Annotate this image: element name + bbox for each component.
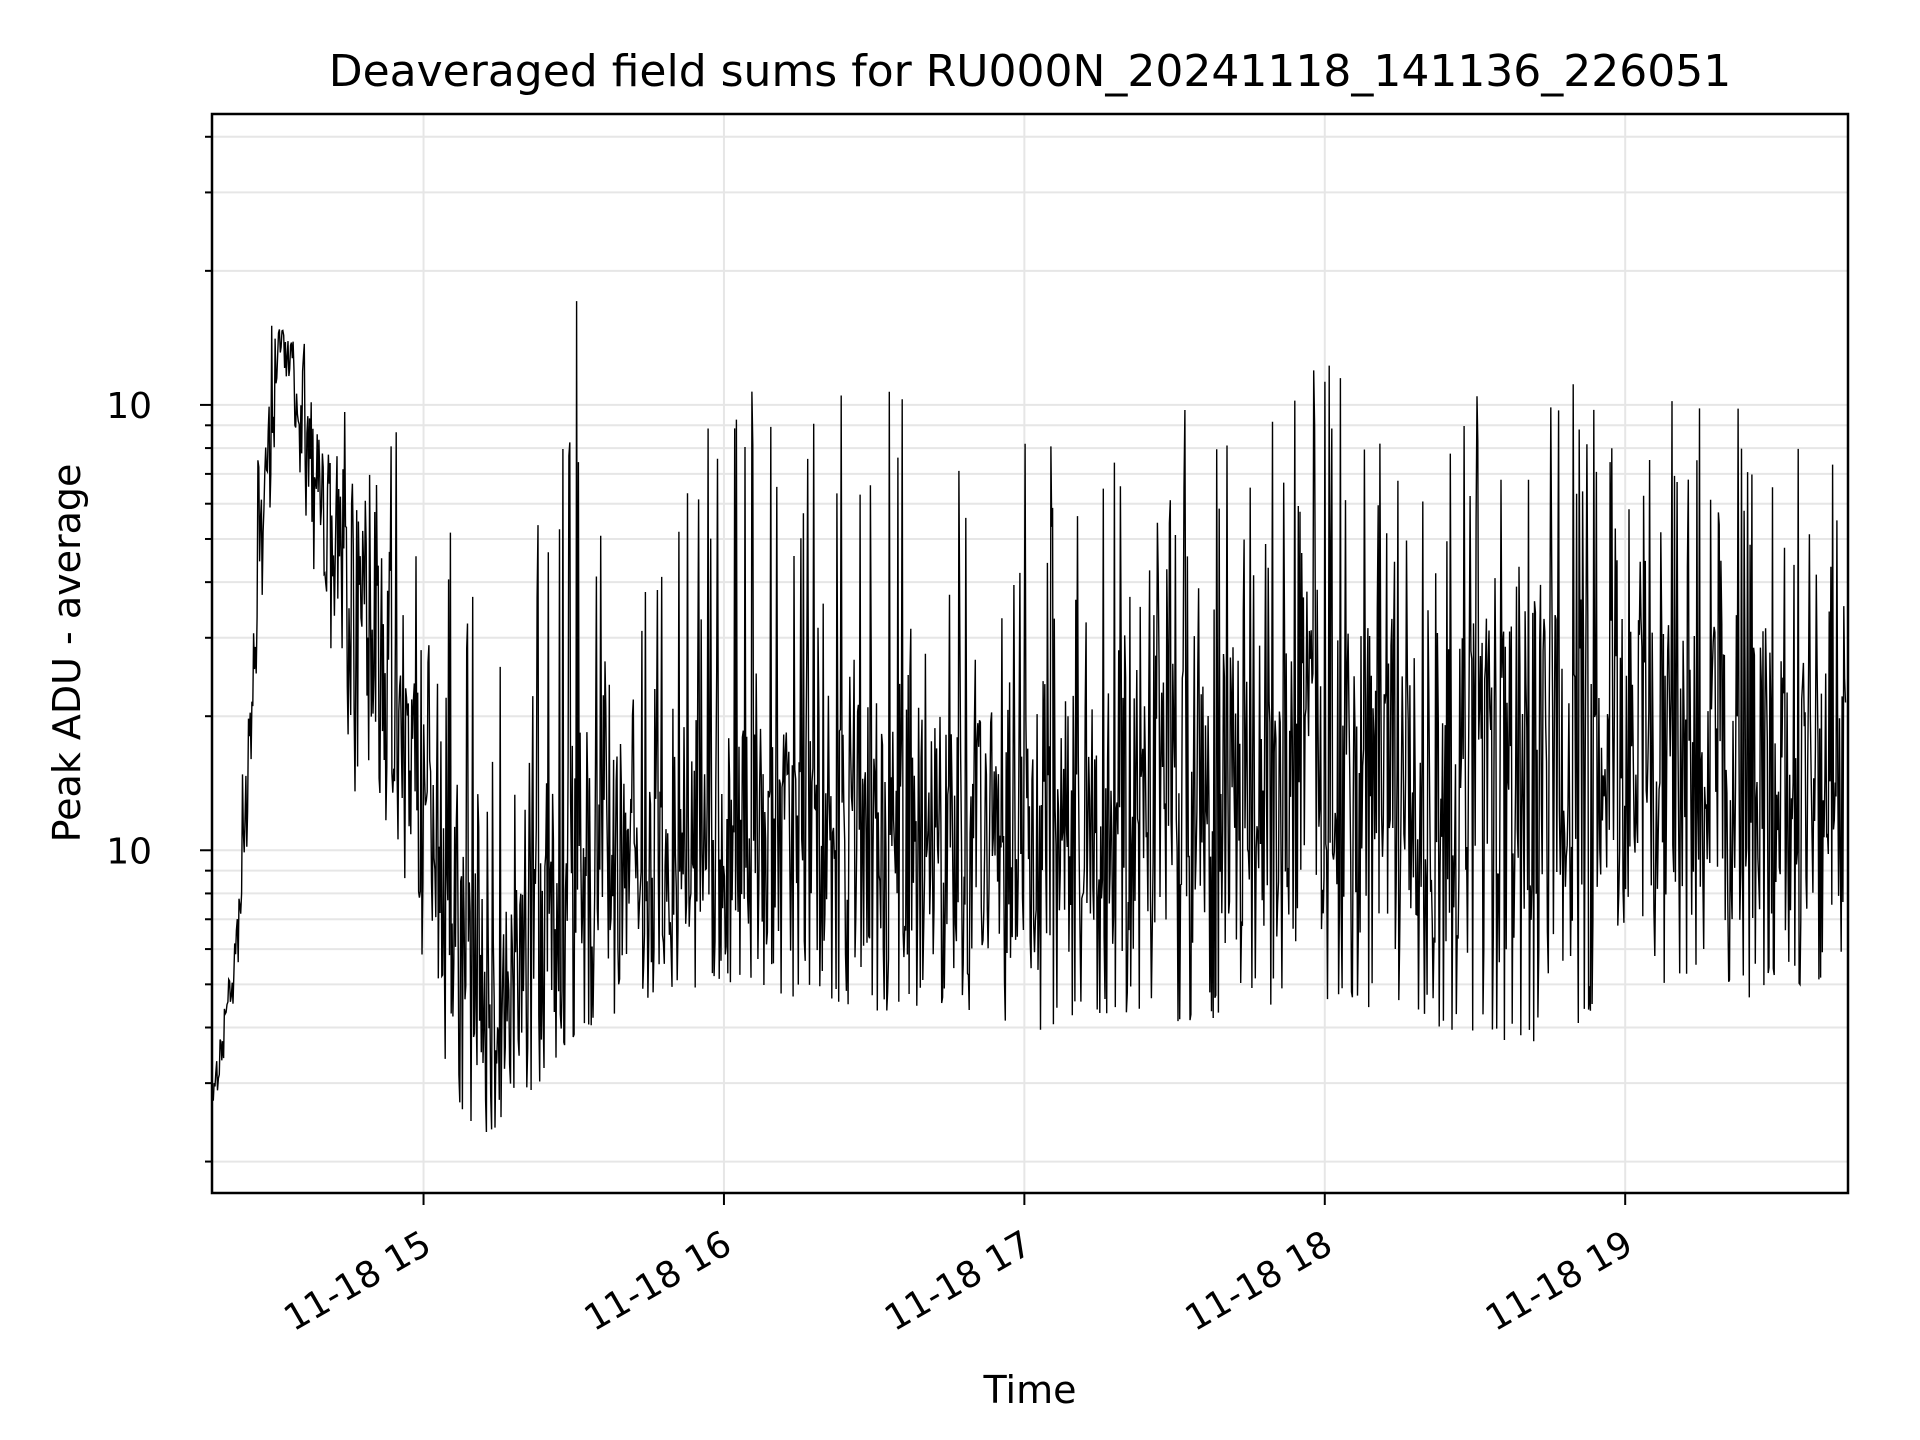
y-tick-label: 10 xyxy=(106,831,152,872)
chart-title: Deaveraged field sums for RU000N_2024111… xyxy=(329,46,1732,97)
y-tick-base: 10 xyxy=(106,831,152,872)
y-tick-base: 10 xyxy=(106,386,152,427)
plot-frame xyxy=(210,112,1850,1195)
y-tick-label: 10 xyxy=(106,386,152,427)
y-axis-label: Peak ADU - average xyxy=(45,464,89,843)
series-layer xyxy=(212,301,1847,1133)
series-line xyxy=(212,301,1847,1133)
x-axis-label: Time xyxy=(983,1368,1077,1412)
